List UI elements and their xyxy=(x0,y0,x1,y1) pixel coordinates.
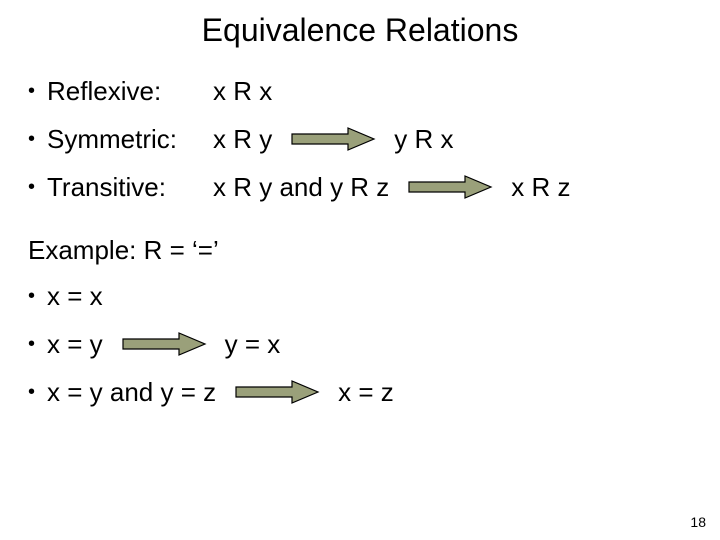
example2-lhs: x = y xyxy=(47,329,103,360)
symmetric-rhs: y R x xyxy=(394,124,453,155)
example-heading: Example: R = ‘=’ xyxy=(0,235,720,266)
bullet-icon: • xyxy=(28,286,35,306)
arrow-shape xyxy=(123,333,205,355)
example3-rhs: x = z xyxy=(338,377,394,408)
transitive-lhs: x R y and y R z xyxy=(213,172,389,203)
transitive-line: • Transitive: x R y and y R z x R z xyxy=(0,163,720,211)
transitive-label: Transitive: xyxy=(47,172,197,203)
arrow-icon xyxy=(290,125,376,153)
bullet-icon: • xyxy=(28,382,35,402)
reflexive-expr: x R x xyxy=(213,76,272,107)
example-line-2: • x = y y = x xyxy=(0,320,720,368)
arrow-icon xyxy=(407,173,493,201)
arrow-icon xyxy=(234,378,320,406)
example2-rhs: y = x xyxy=(225,329,281,360)
bullet-icon: • xyxy=(28,129,35,149)
transitive-rhs: x R z xyxy=(511,172,570,203)
arrow-shape xyxy=(236,381,318,403)
page-title: Equivalence Relations xyxy=(0,0,720,67)
bullet-icon: • xyxy=(28,81,35,101)
symmetric-label: Symmetric: xyxy=(47,124,197,155)
arrow-shape xyxy=(409,176,491,198)
symmetric-lhs: x R y xyxy=(213,124,272,155)
symmetric-line: • Symmetric: x R y y R x xyxy=(0,115,720,163)
bullet-icon: • xyxy=(28,334,35,354)
reflexive-line: • Reflexive: x R x xyxy=(0,67,720,115)
arrow-icon xyxy=(121,330,207,358)
example-line-1: • x = x xyxy=(0,272,720,320)
example-line-3: • x = y and y = z x = z xyxy=(0,368,720,416)
example3-lhs: x = y and y = z xyxy=(47,377,216,408)
example1-text: x = x xyxy=(47,281,103,312)
page-number: 18 xyxy=(690,514,706,530)
arrow-shape xyxy=(292,128,374,150)
reflexive-label: Reflexive: xyxy=(47,76,197,107)
bullet-icon: • xyxy=(28,177,35,197)
